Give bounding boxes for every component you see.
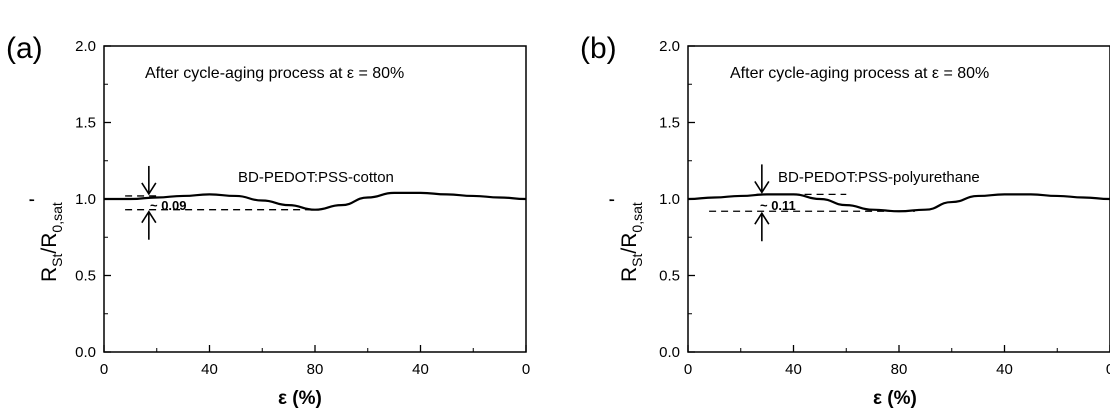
arrow-up-head <box>141 210 157 224</box>
ticks-b: 0.0 0.5 1.0 1.5 2.0 0 40 80 40 0 <box>659 38 1110 378</box>
y-tick-label: 0.0 <box>75 344 96 361</box>
y-axis-prime-a: ' <box>26 198 49 202</box>
x-tick-label: 40 <box>785 361 802 378</box>
y-tick-label: 2.0 <box>75 38 96 55</box>
x-tick-label: 40 <box>996 361 1013 378</box>
y-axis-sub1-b: St <box>629 253 645 266</box>
y-tick-label: 0.5 <box>659 268 680 285</box>
y-axis-mid-b: /R <box>618 233 641 254</box>
y-axis-main-a: R <box>38 267 61 282</box>
x-tick-label: 0 <box>1106 361 1110 378</box>
marks-b <box>687 164 1110 242</box>
y-axis-title-b: RSt/R0,sat' <box>606 198 645 282</box>
chart-annotation-a: After cycle-aging process at ε = 80% <box>145 65 404 82</box>
y-tick-label: 1.0 <box>659 191 680 208</box>
y-axis-main-b: R <box>618 267 641 282</box>
y-axis-mid-a: /R <box>38 233 61 254</box>
panel-a: (a) After cycle-aging process at ε = 80%… <box>6 32 530 409</box>
y-tick-label: 1.5 <box>75 115 96 132</box>
svg-text:RSt/R0,sat': RSt/R0,sat' <box>606 198 645 282</box>
x-axis-title-b: ε (%) <box>873 388 917 409</box>
ticks-a: 0.0 0.5 1.0 1.5 2.0 0 40 80 40 0 <box>75 38 530 378</box>
x-axis-title-a: ε (%) <box>278 388 322 409</box>
y-tick-label: 0.0 <box>659 344 680 361</box>
y-axis-title-a: RSt/R0,sat' <box>26 198 65 282</box>
panel-b: (b) After cycle-aging process at ε = 80%… <box>580 32 1110 409</box>
series-label-a: BD-PEDOT:PSS-cotton <box>238 169 394 186</box>
x-tick-label: 80 <box>891 361 908 378</box>
series-line <box>104 191 527 211</box>
x-tick-label: 0 <box>522 361 530 378</box>
x-tick-label: 0 <box>684 361 692 378</box>
panel-label-b: (b) <box>580 32 617 65</box>
y-axis-sub2-a: 0,sat <box>49 202 65 232</box>
plot-frame-b <box>687 45 1110 353</box>
y-axis-sub1-a: St <box>49 253 65 266</box>
delta-label-b: ~ 0.11 <box>760 198 796 213</box>
x-tick-label: 80 <box>307 361 324 378</box>
arrow-up-head <box>754 211 770 225</box>
y-tick-label: 0.5 <box>75 268 96 285</box>
y-axis-sub2-b: 0,sat <box>629 202 645 232</box>
svg-text:RSt/R0,sat': RSt/R0,sat' <box>26 198 65 282</box>
arrow-down-head <box>141 182 157 196</box>
x-tick-label: 40 <box>201 361 218 378</box>
y-tick-label: 1.0 <box>75 191 96 208</box>
x-tick-label: 0 <box>100 361 108 378</box>
series-line <box>687 193 1110 213</box>
panel-label-a: (a) <box>6 32 43 65</box>
delta-label-a: ~ 0.09 <box>150 198 187 213</box>
arrow-down-head <box>754 180 770 194</box>
y-tick-label: 2.0 <box>659 38 680 55</box>
series-label-b: BD-PEDOT:PSS-polyurethane <box>778 169 980 186</box>
y-tick-label: 1.5 <box>659 115 680 132</box>
y-axis-prime-b: ' <box>606 198 629 202</box>
x-tick-label: 40 <box>412 361 429 378</box>
marks-a <box>104 165 527 240</box>
chart-annotation-b: After cycle-aging process at ε = 80% <box>730 65 989 82</box>
